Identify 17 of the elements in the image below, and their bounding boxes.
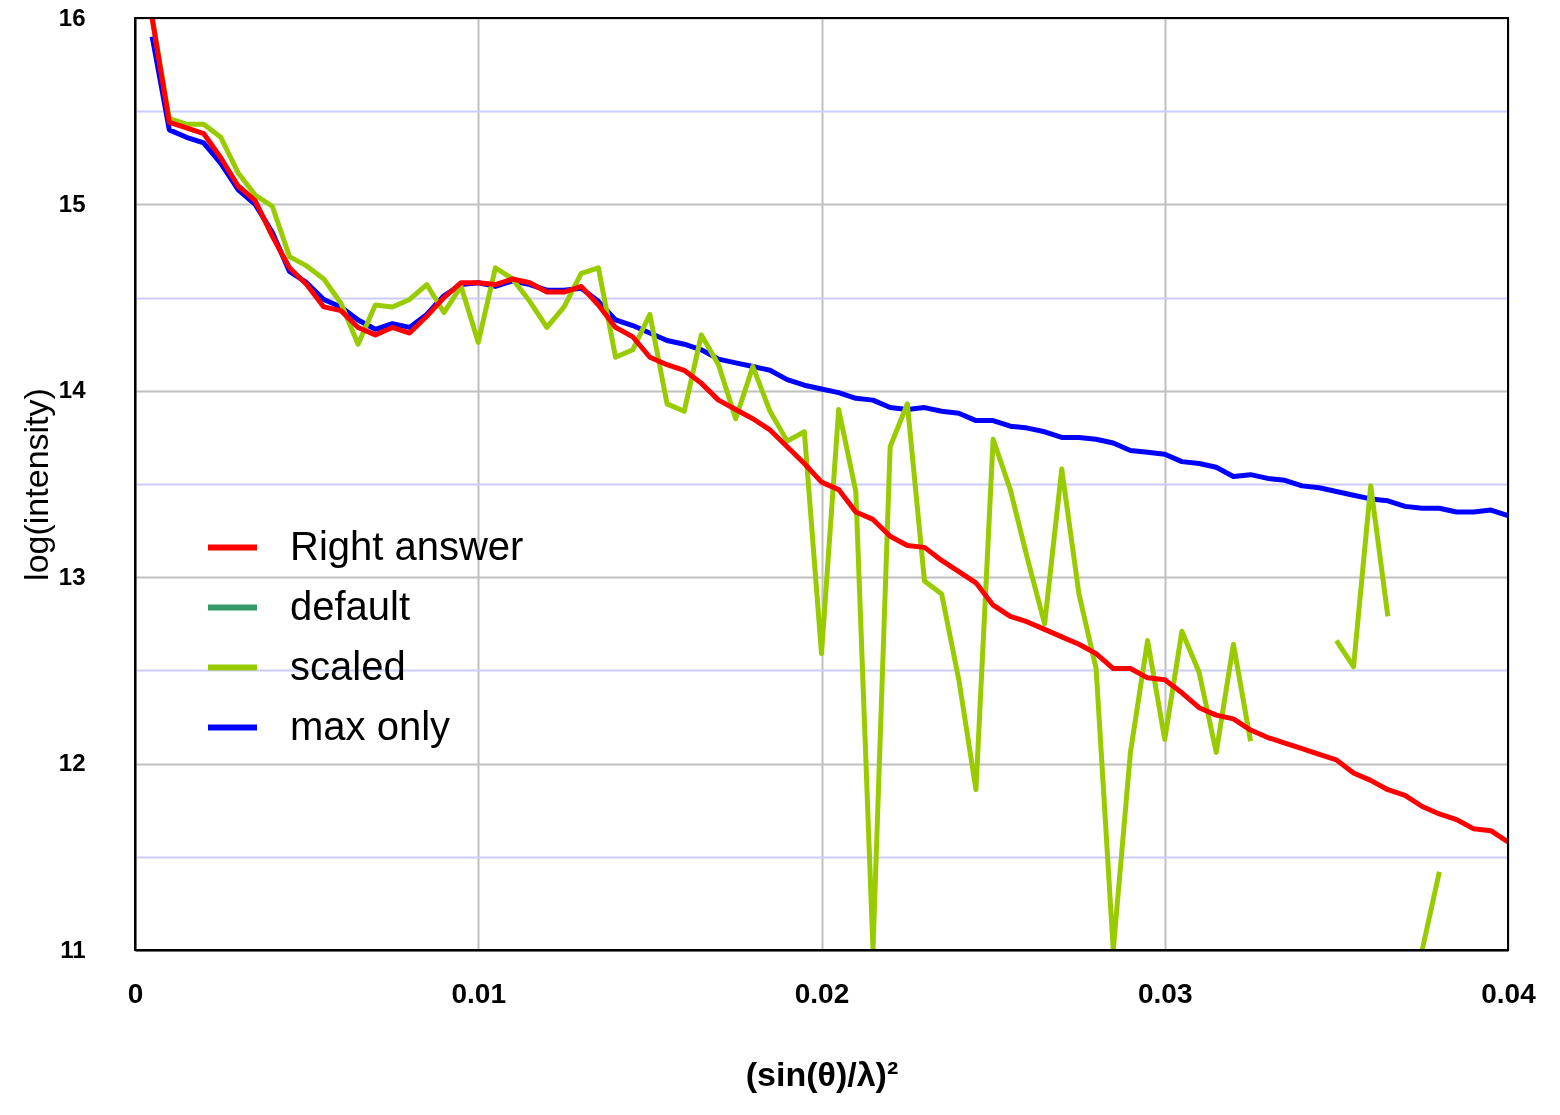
legend-label: default	[290, 583, 411, 628]
y-axis-title: log(intensity)	[16, 388, 55, 581]
y-tick-label: 16	[58, 3, 86, 31]
y-tick-label: 14	[58, 376, 87, 404]
x-axis-title: (sin(θ)/λ)²	[745, 1054, 899, 1093]
y-tick-label: 15	[58, 189, 86, 217]
x-tick-label: 0	[127, 977, 144, 1009]
legend-label: Right answer	[290, 523, 524, 568]
y-tick-label: 11	[60, 935, 86, 963]
y-tick-label: 12	[58, 749, 86, 777]
x-tick-label: 0.02	[794, 977, 850, 1009]
y-tick-label: 13	[58, 562, 86, 590]
legend-label: max only	[290, 703, 451, 748]
x-tick-label: 0.03	[1138, 977, 1193, 1009]
x-tick-label: 0.01	[451, 977, 506, 1009]
legend-label: scaled	[290, 643, 406, 688]
x-tick-label: 0.04	[1481, 977, 1537, 1009]
